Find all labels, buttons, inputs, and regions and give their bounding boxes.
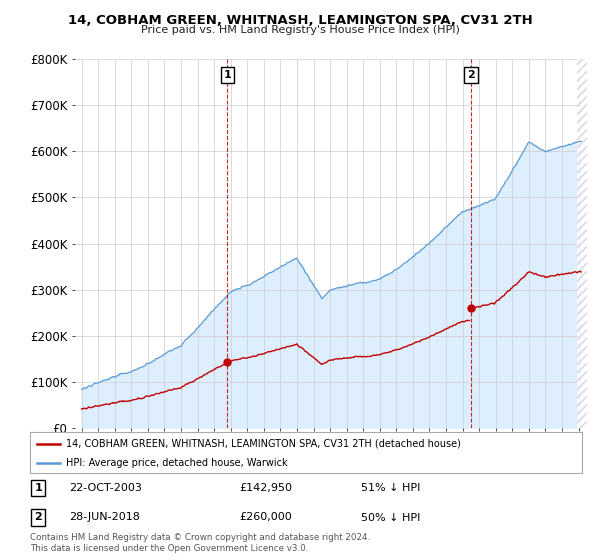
Text: 2: 2	[34, 512, 42, 522]
Text: £142,950: £142,950	[240, 483, 293, 493]
Text: Price paid vs. HM Land Registry's House Price Index (HPI): Price paid vs. HM Land Registry's House …	[140, 25, 460, 35]
Text: 1: 1	[224, 70, 231, 80]
Text: 28-JUN-2018: 28-JUN-2018	[68, 512, 140, 522]
Text: 51% ↓ HPI: 51% ↓ HPI	[361, 483, 421, 493]
Text: 2: 2	[467, 70, 475, 80]
Text: 22-OCT-2003: 22-OCT-2003	[68, 483, 142, 493]
Text: 1: 1	[34, 483, 42, 493]
Text: 14, COBHAM GREEN, WHITNASH, LEAMINGTON SPA, CV31 2TH: 14, COBHAM GREEN, WHITNASH, LEAMINGTON S…	[68, 14, 532, 27]
Text: HPI: Average price, detached house, Warwick: HPI: Average price, detached house, Warw…	[66, 458, 287, 468]
Text: £260,000: £260,000	[240, 512, 293, 522]
Text: 50% ↓ HPI: 50% ↓ HPI	[361, 512, 421, 522]
Text: 14, COBHAM GREEN, WHITNASH, LEAMINGTON SPA, CV31 2TH (detached house): 14, COBHAM GREEN, WHITNASH, LEAMINGTON S…	[66, 439, 461, 449]
Text: Contains HM Land Registry data © Crown copyright and database right 2024.
This d: Contains HM Land Registry data © Crown c…	[30, 533, 370, 553]
